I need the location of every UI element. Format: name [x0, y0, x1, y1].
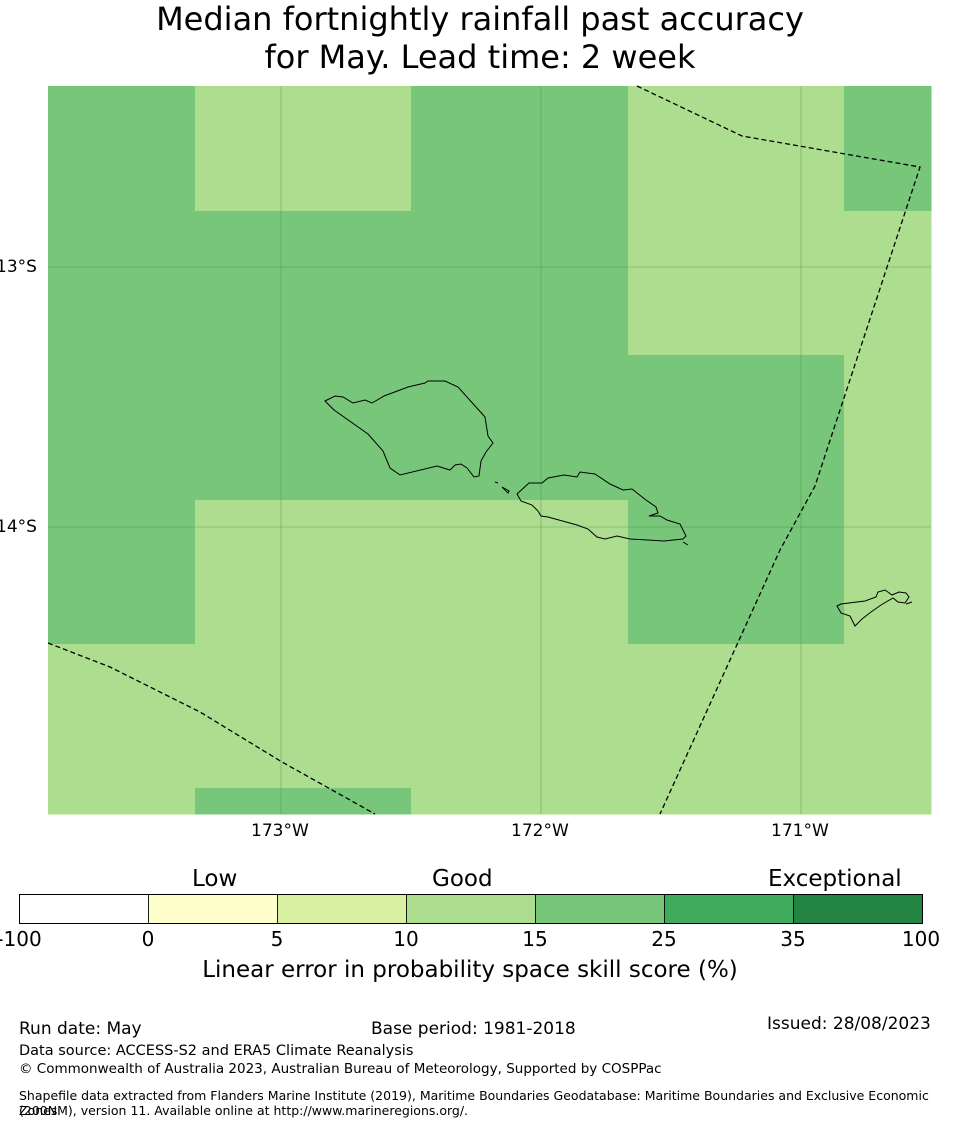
skill-grid: [48, 86, 932, 815]
lon-label-172w: 172°W: [511, 821, 569, 841]
colorbar: [19, 894, 923, 924]
map-title-line1: Median fortnightly rainfall past accurac…: [156, 0, 804, 38]
lat-label-14s: 14°S: [0, 517, 37, 537]
grid-cell-r4-c0: [48, 644, 196, 789]
islet-manono: [501, 486, 510, 494]
grid-cell-r3-c2: [411, 500, 629, 645]
colorbar-axis-label: Linear error in probability space skill …: [202, 957, 738, 983]
grid-cell-r1-c3: [628, 211, 845, 356]
colorbar-tick-minus100: -100: [0, 927, 42, 951]
run-date: Run date: May: [19, 1019, 142, 1039]
category-label-low: Low: [192, 866, 238, 892]
grid-cell-r2-c2: [411, 355, 629, 501]
colorbar-tick-10: 10: [393, 927, 419, 951]
skill-map: [47, 85, 932, 815]
colorbar-tick-15: 15: [522, 927, 548, 951]
grid-cell-r0-c2: [411, 86, 629, 212]
category-label-exceptional: Exceptional: [768, 866, 902, 892]
colorbar-swatch-4: [535, 894, 665, 924]
grid-cell-r4-c3: [628, 644, 845, 789]
grid-cell-r1-c0: [48, 211, 196, 356]
issued-date: Issued: 28/08/2023: [767, 1014, 931, 1034]
grid-cell-r1-c2: [411, 211, 629, 356]
colorbar-tick-100: 100: [901, 927, 941, 951]
colorbar-swatch-0: [19, 894, 149, 924]
grid-cell-r3-c0: [48, 500, 196, 645]
grid-cell-r5-c3: [628, 788, 845, 815]
grid-cell-r2-c4: [844, 355, 932, 501]
island-savaii: [324, 380, 494, 478]
grid-cell-r4-c2: [411, 644, 629, 789]
eez-boundary-southwest: [47, 642, 376, 815]
lon-label-173w: 173°W: [251, 821, 309, 841]
colorbar-outline: [19, 894, 923, 924]
grid-cell-r1-c1: [195, 211, 412, 356]
category-label-good: Good: [432, 866, 493, 892]
grid-cell-r1-c4: [844, 211, 932, 356]
grid-cell-r5-c0: [48, 788, 196, 815]
eez-boundaries: [47, 85, 921, 815]
data-source: Data source: ACCESS-S2 and ERA5 Climate …: [19, 1043, 414, 1059]
islet-apolima: [494, 481, 499, 484]
islet-aunuu: [905, 601, 913, 605]
island-upolu: [516, 471, 687, 542]
grid-cell-r2-c0: [48, 355, 196, 501]
eez-boundary-northeast: [636, 85, 921, 815]
grid-cell-r5-c2: [411, 788, 629, 815]
island-tutuila: [836, 589, 910, 627]
colorbar-tick-25: 25: [651, 927, 677, 951]
islands: [324, 380, 913, 627]
grid-cell-r3-c1: [195, 500, 412, 645]
grid-cell-r3-c3: [628, 500, 845, 645]
colorbar-swatch-2: [277, 894, 407, 924]
colorbar-swatch-3: [406, 894, 536, 924]
islet-nuutele: [682, 541, 689, 546]
grid-cell-r0-c3: [628, 86, 845, 212]
lon-label-171w: 171°W: [771, 821, 829, 841]
colorbar-tick-0: 0: [141, 927, 155, 951]
colorbar-swatches: [19, 894, 923, 924]
lat-label-13s: 13°S: [0, 257, 37, 277]
grid-cell-r3-c4: [844, 500, 932, 645]
grid-cell-r4-c1: [195, 644, 412, 789]
grid-cell-r4-c4: [844, 644, 932, 789]
copyright: © Commonwealth of Australia 2023, Austra…: [19, 1061, 662, 1077]
grid-cell-r5-c1: [195, 788, 412, 815]
grid-cell-r2-c3: [628, 355, 845, 501]
grid-cell-r2-c1: [195, 355, 412, 501]
grid-cell-r0-c1: [195, 86, 412, 212]
colorbar-swatch-1: [148, 894, 278, 924]
grid-cell-r0-c4: [844, 86, 932, 212]
shapefile-credit-line1: Shapefile data extracted from Flanders M…: [19, 1088, 929, 1118]
graticule: [48, 86, 931, 814]
shapefile-credit-line2: (200NM), version 11. Available online at…: [19, 1103, 469, 1118]
base-period: Base period: 1981-2018: [371, 1019, 576, 1039]
grid-cell-r0-c0: [48, 86, 196, 212]
colorbar-swatch-5: [664, 894, 794, 924]
map-title-line2: for May. Lead time: 2 week: [264, 38, 696, 76]
colorbar-tick-5: 5: [270, 927, 284, 951]
grid-cell-r5-c4: [844, 788, 932, 815]
colorbar-tick-35: 35: [780, 927, 806, 951]
colorbar-swatch-6: [793, 894, 923, 924]
